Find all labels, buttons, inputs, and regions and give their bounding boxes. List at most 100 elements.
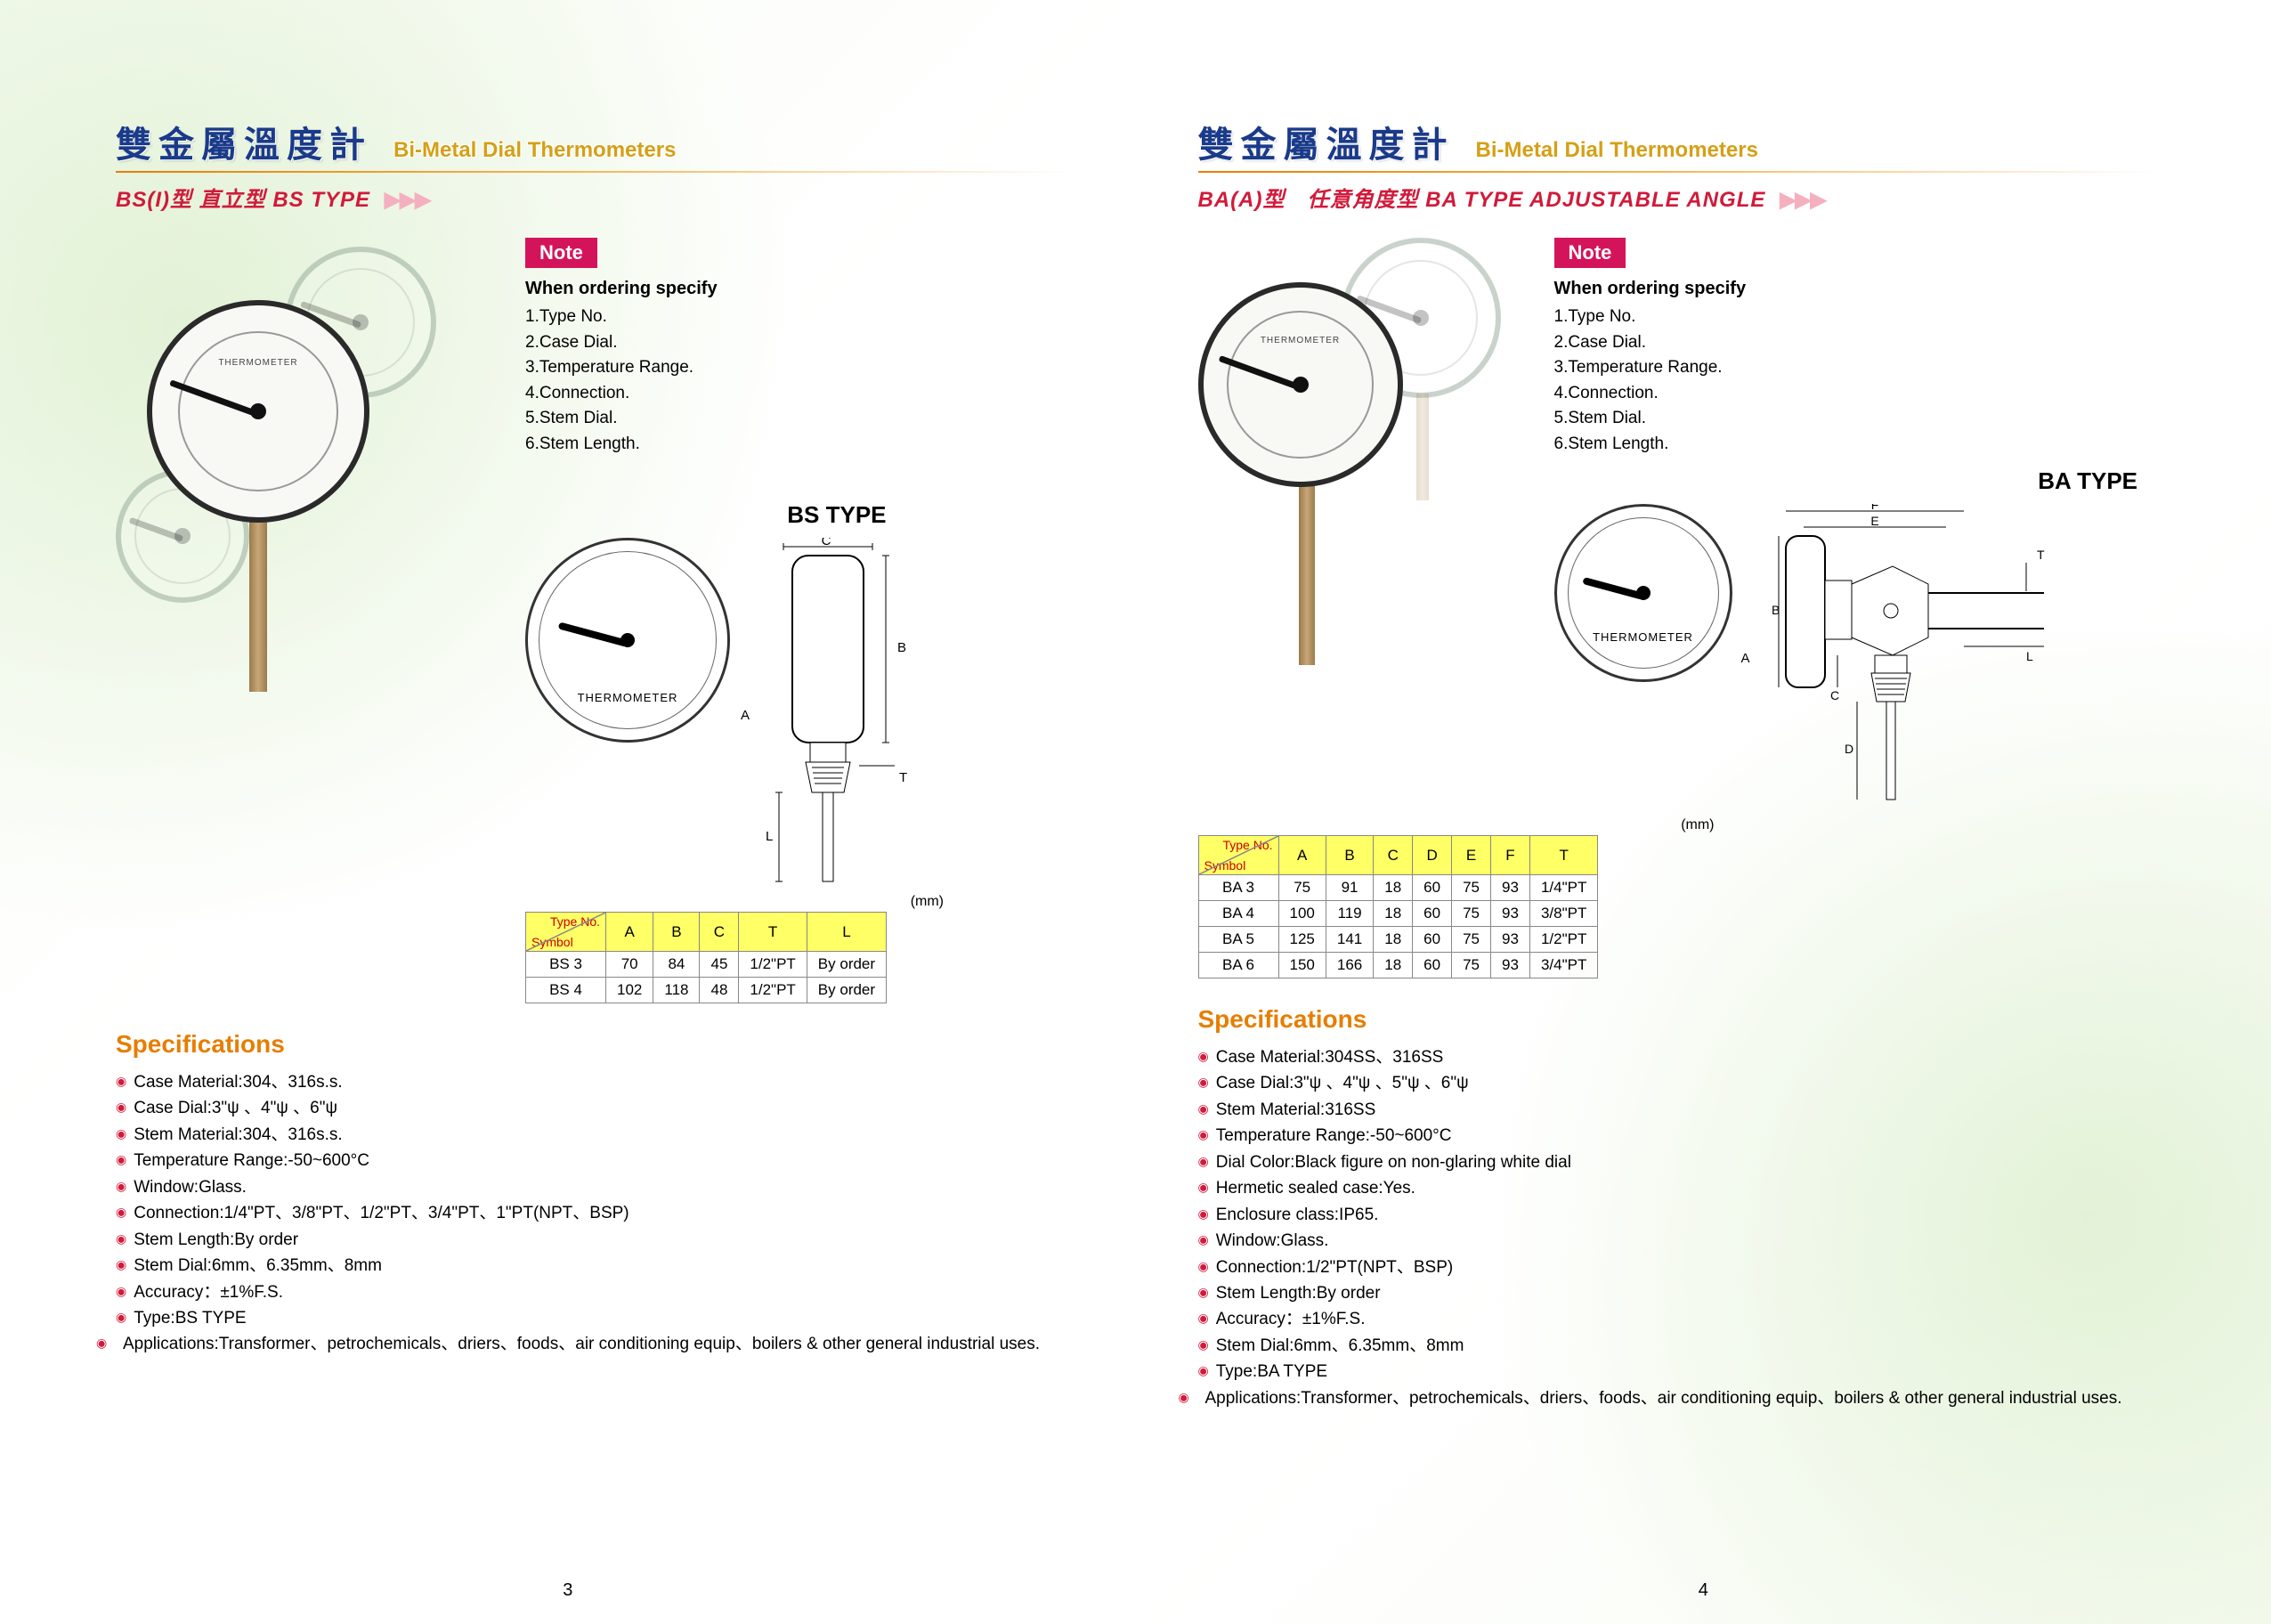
note-item: 1.Type No. [525, 304, 1074, 330]
arrow-icon: ▶ ▶ ▶ [385, 188, 428, 212]
cell: 18 [1374, 953, 1413, 978]
spec-item: Temperature Range:-50~600°C [1198, 1123, 2156, 1149]
specs-heading: Specifications [1198, 1005, 2156, 1034]
corner-bottom: Symbol [531, 935, 573, 949]
dim-c: C [822, 538, 831, 548]
spec-item: Enclosure class:IP65. [1198, 1202, 2156, 1228]
col-header: E [1452, 836, 1491, 875]
page-right: 雙金屬溫度計 Bi-Metal Dial Thermometers BA(A)型… [1136, 0, 2271, 1624]
title-rule [1198, 171, 2156, 173]
title-row: 雙金屬溫度計 Bi-Metal Dial Thermometers [1198, 116, 2156, 167]
spec-item: Type:BS TYPE [116, 1305, 1074, 1331]
cell: 91 [1326, 875, 1373, 901]
title-chinese: 雙金屬溫度計 [116, 116, 372, 167]
side-view-drawing: F E B T L [1759, 504, 2053, 824]
diagram-row: THERMOMETER A C B T [525, 538, 1074, 894]
diagram-type-label: BS TYPE [525, 501, 887, 529]
cell: 48 [700, 978, 739, 1003]
dim-a-label: A [1740, 651, 1749, 666]
note-item: 4.Connection. [1554, 381, 2156, 407]
subtitle: BA(A)型 任意角度型 BA TYPE ADJUSTABLE ANGLE ▶ … [1198, 182, 2156, 213]
product-image-area: THERMOMETER [1198, 238, 1519, 665]
corner-top: Type No. [1222, 838, 1272, 852]
svg-text:L: L [2026, 649, 2033, 663]
table-row: BA 4100119186075933/8"PT [1198, 901, 1598, 927]
cell: 75 [1452, 953, 1491, 978]
note-list: 1.Type No. 2.Case Dial. 3.Temperature Ra… [525, 304, 1074, 457]
note-item: 1.Type No. [1554, 304, 2156, 330]
stem-ghost [1416, 394, 1429, 500]
side-view-drawing: C B T L [757, 538, 908, 894]
cell: By order [807, 952, 886, 978]
col-header: C [1374, 836, 1413, 875]
cell: 3/8"PT [1529, 901, 1597, 927]
subtitle-text: BS(I)型 直立型 BS TYPE [116, 188, 370, 212]
svg-text:E: E [1870, 514, 1878, 528]
gauge-main: THERMOMETER [1198, 282, 1403, 487]
spec-list: Case Material:304、316s.s. Case Dial:3"ψ … [116, 1069, 1074, 1358]
cell: 100 [1278, 901, 1326, 927]
content-row: THERMOMETER Note When ordering specify 1… [116, 238, 1074, 1003]
col-header: B [653, 913, 700, 952]
col-header: F [1491, 836, 1530, 875]
title-english: Bi-Metal Dial Thermometers [1476, 138, 1758, 163]
row-symbol: BA 3 [1198, 875, 1278, 901]
spec-item: Case Material:304、316s.s. [116, 1069, 1074, 1095]
subtitle-text: BA(A)型 任意角度型 BA TYPE ADJUSTABLE ANGLE [1198, 188, 1766, 212]
title-chinese: 雙金屬溫度計 [1198, 116, 1455, 167]
col-header: C [700, 913, 739, 952]
spec-item: Hermetic sealed case:Yes. [1198, 1175, 2156, 1201]
svg-text:T: T [2037, 548, 2045, 562]
table-row: BA 5125141186075931/2"PT [1198, 927, 1598, 953]
cell: 60 [1413, 953, 1452, 978]
arrow-icon: ▶ ▶ ▶ [1780, 188, 1823, 212]
dim-l: L [766, 829, 773, 844]
note-item: 6.Stem Length. [525, 432, 1074, 458]
corner-top: Type No. [550, 914, 600, 929]
cell: 18 [1374, 901, 1413, 927]
col-header: T [739, 913, 807, 952]
spec-item: Stem Length:By order [1198, 1280, 2156, 1306]
cell: 141 [1326, 927, 1373, 953]
col-header: B [1326, 836, 1373, 875]
note-heading: When ordering specify [1554, 279, 2156, 299]
cell: 93 [1491, 875, 1530, 901]
spec-item: Temperature Range:-50~600°C [116, 1148, 1074, 1173]
table-row: BS 3 70 84 45 1/2"PT By order [526, 952, 887, 978]
note-area: Note When ordering specify 1.Type No. 2.… [525, 238, 1074, 1003]
table-corner: Type No.Symbol [1198, 836, 1278, 875]
note-badge: Note [525, 238, 597, 268]
cell: 119 [1326, 901, 1373, 927]
spec-item: Accuracy：±1%F.S. [1198, 1306, 2156, 1332]
spec-item: Applications:Transformer、petrochemicals、… [116, 1331, 1074, 1357]
row-symbol: BA 6 [1198, 953, 1278, 978]
note-item: 4.Connection. [525, 381, 1074, 407]
note-area: Note When ordering specify 1.Type No. 2.… [1554, 238, 2156, 824]
cell: 166 [1326, 953, 1373, 978]
gauge-line-drawing: THERMOMETER A [1554, 504, 1732, 682]
cell: 45 [700, 952, 739, 978]
cell: 118 [653, 978, 700, 1003]
svg-text:D: D [1845, 742, 1853, 756]
cell: 75 [1452, 927, 1491, 953]
spec-item: Type:BA TYPE [1198, 1359, 2156, 1384]
cell: 60 [1413, 901, 1452, 927]
note-item: 3.Temperature Range. [1554, 355, 2156, 381]
spec-item: Accuracy：±1%F.S. [116, 1279, 1074, 1305]
col-header: D [1413, 836, 1452, 875]
note-item: 3.Temperature Range. [525, 355, 1074, 381]
cell: 150 [1278, 953, 1326, 978]
note-item: 6.Stem Length. [1554, 432, 2156, 458]
cell: 18 [1374, 927, 1413, 953]
spec-item: Dial Color:Black figure on non-glaring w… [1198, 1149, 2156, 1175]
table-header-row: Type No.Symbol A B C T L [526, 913, 887, 952]
product-image-area: THERMOMETER [116, 238, 490, 692]
dim-t: T [899, 770, 907, 785]
row-symbol: BS 4 [526, 978, 606, 1003]
spec-item: Stem Dial:6mm、6.35mm、8mm [116, 1253, 1074, 1279]
cell: 70 [606, 952, 653, 978]
stem-main [249, 514, 267, 692]
stem-main [1299, 478, 1315, 665]
cell: 1/2"PT [739, 952, 807, 978]
cell: 1/4"PT [1529, 875, 1597, 901]
